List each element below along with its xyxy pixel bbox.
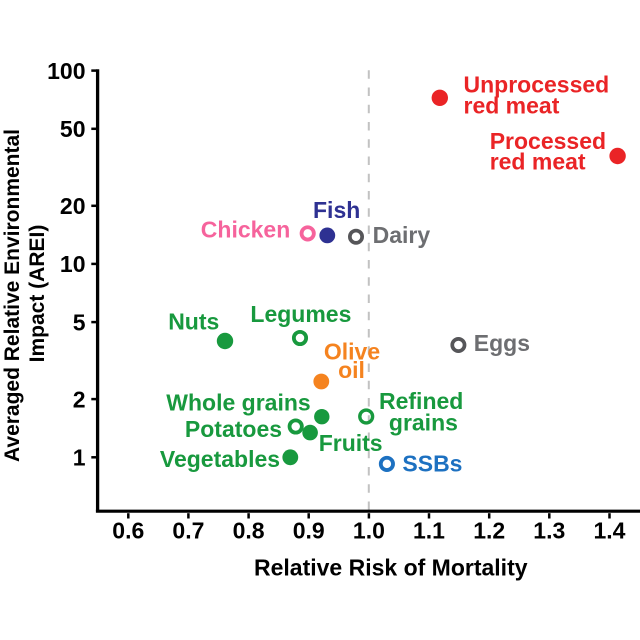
svg-text:Nuts: Nuts [168, 309, 219, 335]
svg-text:SSBs: SSBs [402, 450, 462, 476]
svg-text:Dairy: Dairy [373, 222, 431, 248]
svg-text:Eggs: Eggs [474, 330, 530, 356]
svg-text:grains: grains [389, 410, 458, 436]
svg-text:Legumes: Legumes [250, 301, 351, 327]
svg-text:Processed: Processed [490, 128, 606, 154]
svg-text:Refined: Refined [379, 388, 463, 414]
svg-text:Olive: Olive [324, 339, 380, 365]
svg-text:red meat: red meat [490, 149, 586, 175]
svg-text:Potatoes: Potatoes [185, 416, 282, 442]
svg-text:1.2: 1.2 [473, 518, 505, 544]
svg-text:Averaged Relative Environmenta: Averaged Relative Environmental [1, 129, 24, 462]
svg-text:Whole grains: Whole grains [166, 389, 310, 415]
svg-text:1.3: 1.3 [533, 518, 565, 544]
svg-text:1: 1 [73, 445, 86, 471]
svg-text:20: 20 [60, 193, 86, 219]
svg-text:5: 5 [73, 309, 86, 335]
svg-text:red meat: red meat [464, 93, 560, 119]
svg-text:0.8: 0.8 [233, 518, 265, 544]
svg-text:1.0: 1.0 [353, 518, 385, 544]
svg-text:0.6: 0.6 [112, 518, 144, 544]
svg-text:Chicken: Chicken [201, 217, 290, 243]
svg-text:2: 2 [73, 386, 86, 412]
svg-text:Fish: Fish [313, 197, 360, 223]
svg-text:Relative Risk of Mortality: Relative Risk of Mortality [254, 554, 528, 580]
svg-text:0.9: 0.9 [293, 518, 325, 544]
svg-text:Impact (AREI): Impact (AREI) [26, 225, 49, 363]
svg-text:0.7: 0.7 [172, 518, 204, 544]
svg-text:Fruits: Fruits [319, 430, 383, 456]
svg-text:Unprocessed: Unprocessed [464, 72, 610, 98]
svg-text:1.4: 1.4 [594, 518, 626, 544]
svg-text:oil: oil [338, 357, 365, 383]
svg-text:1.1: 1.1 [413, 518, 445, 544]
svg-text:50: 50 [60, 116, 86, 142]
svg-text:100: 100 [47, 58, 85, 84]
svg-text:10: 10 [60, 251, 86, 277]
svg-text:Vegetables: Vegetables [160, 446, 280, 472]
